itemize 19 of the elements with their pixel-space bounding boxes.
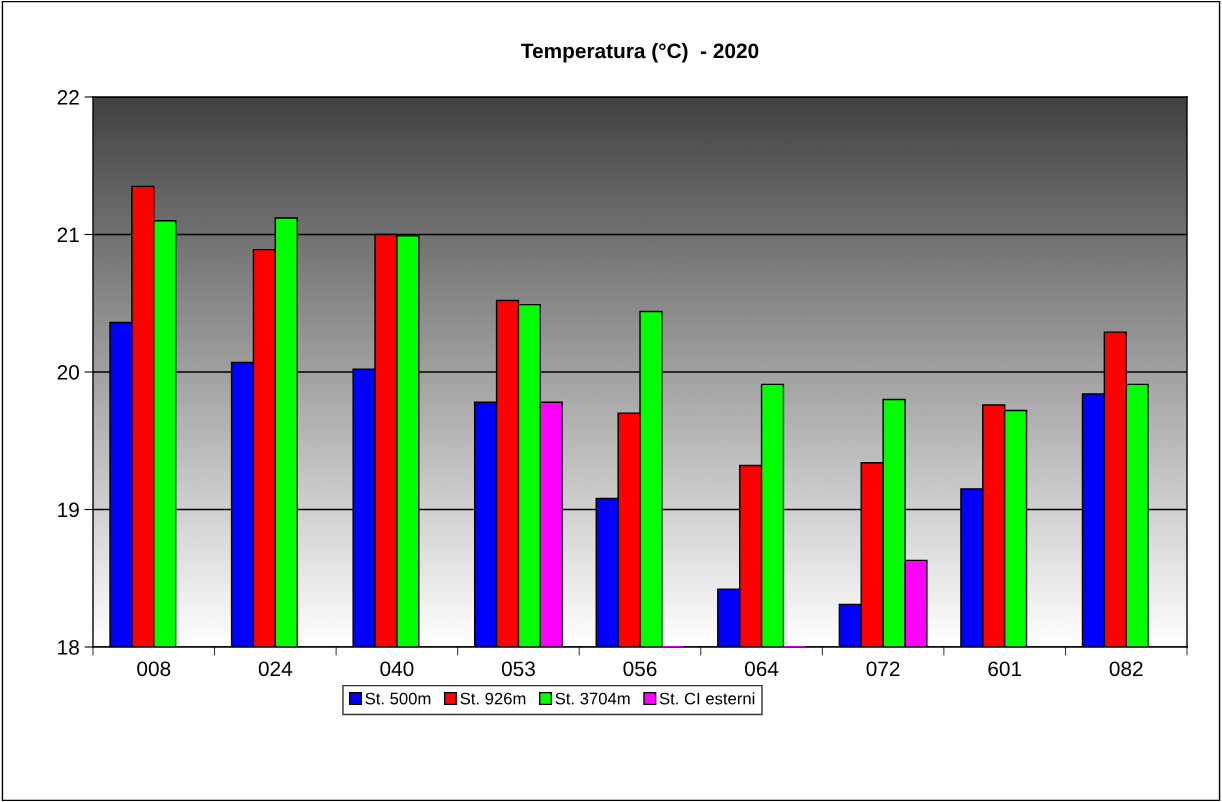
y-tick-label: 21: [57, 227, 79, 243]
legend-label: St. 926m: [460, 692, 526, 705]
chart-title: Temperatura (°C) - 2020: [521, 43, 759, 63]
legend-label: St. CI esterni: [659, 692, 755, 705]
x-tick-label: 082: [1109, 661, 1143, 677]
x-tick-label: 008: [137, 661, 171, 677]
legend-label: St. 500m: [365, 692, 431, 705]
y-tick-label: 22: [57, 90, 79, 105]
x-tick-label: 601: [988, 661, 1022, 677]
x-tick-label: 064: [744, 661, 779, 677]
x-tick-label: 053: [501, 661, 535, 677]
legend-label: St. 3704m: [555, 692, 630, 705]
y-tick-label: 18: [58, 640, 79, 655]
y-tick-label: 19: [58, 502, 79, 518]
x-tick-label: 072: [866, 661, 900, 677]
x-tick-label: 040: [380, 661, 414, 677]
y-tick-label: 20: [57, 365, 79, 380]
x-tick-label: 056: [623, 661, 657, 677]
x-tick-label: 024: [258, 661, 293, 677]
